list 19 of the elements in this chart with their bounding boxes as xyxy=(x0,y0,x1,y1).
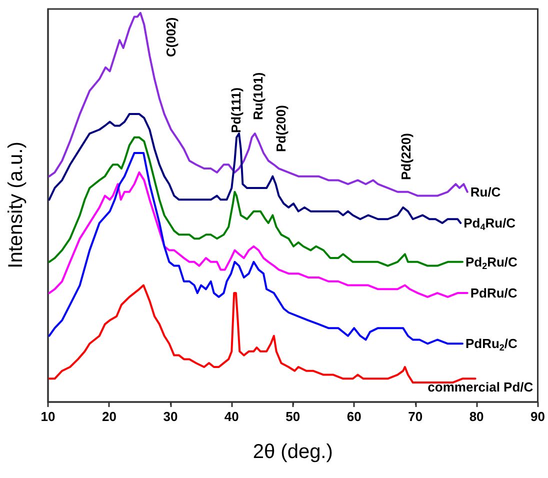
x-tick-label: 70 xyxy=(408,409,423,424)
annotation: Ru(101) xyxy=(250,72,266,120)
x-tick-label: 60 xyxy=(346,409,362,424)
annotation: Pd(111) xyxy=(228,87,244,133)
series-label: Ru/C xyxy=(470,184,502,200)
x-tick-label: 40 xyxy=(224,409,239,424)
annotation: Pd(200) xyxy=(274,105,288,152)
annotation: C(002) xyxy=(164,17,178,57)
x-tick-label: 50 xyxy=(286,409,300,424)
series-label: PdRu/C xyxy=(470,286,518,301)
x-tick-label: 10 xyxy=(40,409,56,424)
x-tick-label: 30 xyxy=(163,409,178,424)
x-tick-label: 80 xyxy=(469,409,484,424)
x-axis-title: 2θ (deg.) xyxy=(252,441,333,463)
x-tick-label: 20 xyxy=(102,409,116,424)
annotation: Pd(220) xyxy=(398,133,414,180)
y-axis-title: Intensity (a.u.) xyxy=(5,142,27,268)
series-label: commercial Pd/C xyxy=(428,380,534,395)
x-tick-label: 90 xyxy=(530,409,546,424)
